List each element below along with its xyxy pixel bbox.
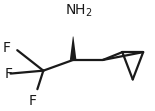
Polygon shape	[70, 37, 76, 60]
Text: F: F	[5, 67, 13, 81]
Text: F: F	[28, 94, 36, 108]
Text: F: F	[2, 41, 11, 55]
Text: NH$_2$: NH$_2$	[65, 3, 93, 19]
